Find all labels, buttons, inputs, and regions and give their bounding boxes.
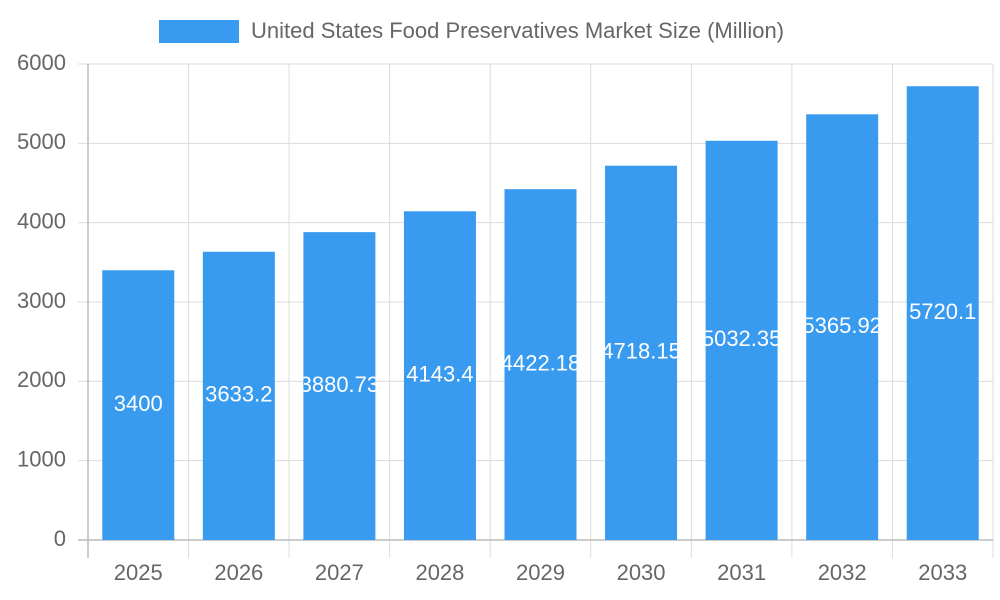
bar bbox=[806, 114, 879, 540]
y-tick-label: 0 bbox=[54, 526, 66, 551]
bar bbox=[906, 86, 979, 541]
value-label: 5032.35 bbox=[702, 326, 782, 351]
bar bbox=[202, 251, 275, 541]
legend-swatch bbox=[159, 20, 239, 43]
value-label: 5720.1 bbox=[909, 299, 976, 324]
value-label: 3633.2 bbox=[205, 382, 272, 407]
legend-label: United States Food Preservatives Market … bbox=[251, 18, 784, 43]
x-tick-label: 2032 bbox=[818, 560, 867, 585]
x-tick-label: 2028 bbox=[415, 560, 464, 585]
bar bbox=[705, 140, 778, 540]
x-tick-label: 2026 bbox=[214, 560, 263, 585]
y-tick-label: 6000 bbox=[17, 50, 66, 75]
value-label: 4143.4 bbox=[406, 361, 473, 386]
y-tick-label: 5000 bbox=[17, 129, 66, 154]
y-tick-label: 4000 bbox=[17, 208, 66, 233]
bar bbox=[303, 232, 376, 540]
x-tick-label: 2029 bbox=[516, 560, 565, 585]
value-label: 3400 bbox=[114, 391, 163, 416]
x-tick-label: 2030 bbox=[617, 560, 666, 585]
value-label: 3880.73 bbox=[300, 372, 380, 397]
x-tick-label: 2025 bbox=[114, 560, 163, 585]
value-label: 5365.92 bbox=[802, 313, 882, 338]
bar bbox=[403, 211, 476, 540]
bar bbox=[102, 270, 175, 540]
value-label: 4422.18 bbox=[501, 350, 581, 375]
x-tick-label: 2033 bbox=[918, 560, 967, 585]
x-tick-label: 2031 bbox=[717, 560, 766, 585]
value-label: 4718.15 bbox=[601, 339, 681, 364]
y-tick-label: 1000 bbox=[17, 446, 66, 471]
y-tick-label: 3000 bbox=[17, 288, 66, 313]
bar bbox=[605, 165, 678, 541]
y-tick-label: 2000 bbox=[17, 367, 66, 392]
x-tick-label: 2027 bbox=[315, 560, 364, 585]
bar bbox=[504, 189, 577, 541]
